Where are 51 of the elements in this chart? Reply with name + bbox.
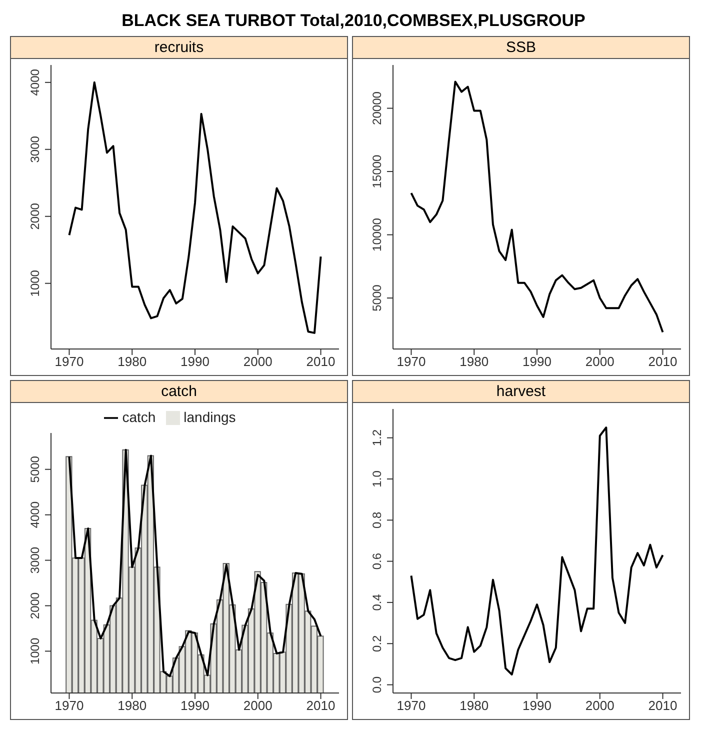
y-tick-label: 0.8	[370, 511, 384, 528]
y-tick-label: 4000	[28, 68, 42, 96]
x-tick-label: 1970	[54, 354, 84, 370]
x-tick-label: 1970	[54, 698, 84, 714]
x-tick-label: 1990	[522, 698, 552, 714]
x-tick-label: 2000	[243, 354, 272, 370]
line-series	[410, 80, 664, 334]
y-tick-label: 10000	[370, 218, 384, 252]
y-tick-label: 2000	[28, 202, 42, 230]
x-tick-label: 2000	[585, 354, 614, 370]
line-series	[68, 448, 322, 678]
y-tick-label: 4000	[28, 501, 42, 528]
x-tick-label: 1990	[180, 698, 210, 714]
x-tick-label: 1990	[180, 354, 210, 370]
x-tick-label: 2000	[585, 698, 614, 714]
y-tick-label: 3000	[28, 546, 42, 574]
y-tick-label: 20000	[370, 91, 384, 125]
chart-title: catch	[11, 381, 347, 403]
line-series	[410, 426, 664, 676]
y-tick-label: 5000	[370, 284, 384, 312]
y-tick-label: 5000	[28, 456, 42, 483]
x-tick-label: 2010	[306, 354, 336, 370]
x-tick-label: 1980	[118, 698, 147, 714]
x-tick-label: 1990	[522, 354, 552, 370]
y-tick-label: 0.2	[370, 634, 384, 652]
y-tick-label: 1000	[28, 270, 42, 297]
x-tick-label: 1980	[460, 698, 489, 714]
legend-label: catch	[122, 409, 156, 425]
x-tick-label: 2010	[648, 698, 678, 714]
x-tick-label: 1970	[396, 354, 426, 370]
y-tick-label: 15000	[370, 154, 384, 188]
line-series	[68, 81, 322, 334]
x-tick-label: 2010	[306, 698, 336, 714]
x-tick-label: 2000	[243, 698, 272, 714]
x-tick-label: 1980	[460, 354, 489, 370]
chart-title: recruits	[11, 37, 347, 59]
x-tick-label: 2010	[648, 354, 678, 370]
x-tick-label: 1980	[118, 354, 147, 370]
y-tick-label: 1.2	[370, 429, 384, 446]
y-tick-label: 0.4	[370, 594, 384, 611]
y-tick-label: 0.0	[370, 676, 384, 694]
x-tick-label: 1970	[396, 698, 426, 714]
legend-label: landings	[184, 409, 236, 425]
y-tick-label: 2000	[28, 592, 42, 620]
y-tick-label: 3000	[28, 136, 42, 163]
text: BLACK SEA TURBOT Total,2010,COMBSEX,PLUSGROUP	[120, 10, 586, 32]
y-tick-label: 1000	[28, 638, 42, 665]
chart-title: harvest	[353, 381, 689, 403]
y-tick-label: 1.0	[370, 470, 384, 488]
chart-title: SSB	[353, 37, 689, 59]
y-tick-label: 0.6	[370, 552, 384, 570]
